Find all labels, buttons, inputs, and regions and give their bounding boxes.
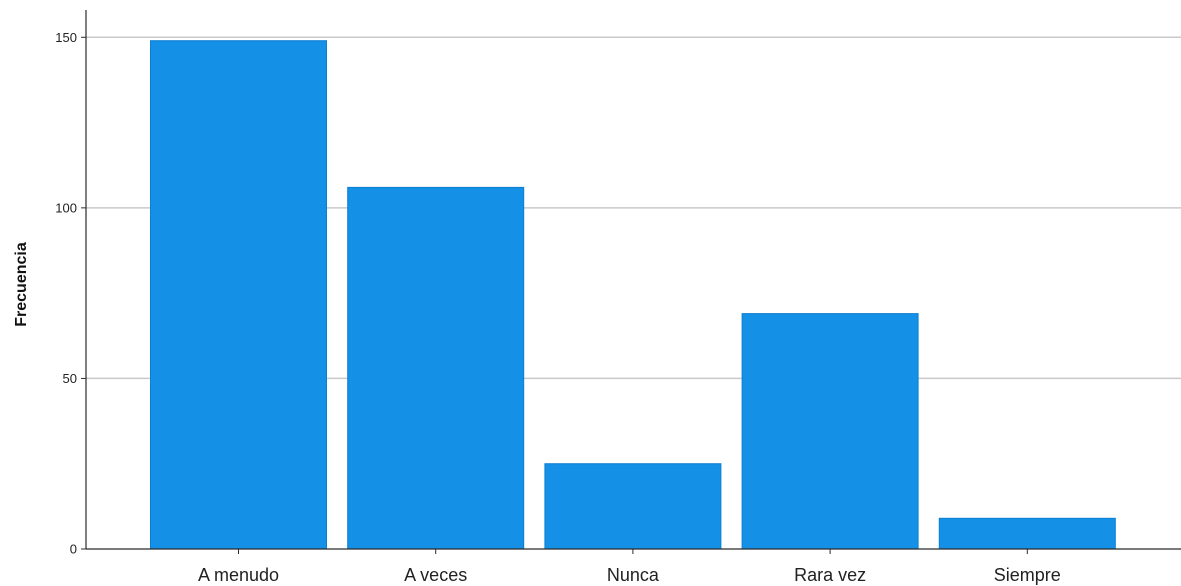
x-tick-label-a-menudo: A menudo — [198, 565, 279, 585]
bar-siempre — [938, 517, 1116, 550]
bar-nunca — [544, 463, 722, 550]
x-tick-label-siempre: Siempre — [994, 565, 1061, 585]
bars — [150, 40, 1116, 550]
y-tick-label-150: 150 — [55, 30, 77, 45]
axes — [85, 10, 1181, 550]
bar-a-veces — [347, 186, 525, 550]
y-tick-label-0: 0 — [70, 542, 77, 557]
x-tick-label-nunca: Nunca — [607, 565, 660, 585]
x-tick-label-a-veces: A veces — [404, 565, 467, 585]
y-axis-label: Frecuencia — [13, 242, 30, 327]
y-ticks: 0 50 100 150 — [55, 30, 86, 557]
x-tick-label-rara-vez: Rara vez — [794, 565, 866, 585]
bar-rara-vez — [741, 313, 919, 550]
y-tick-label-50: 50 — [63, 371, 77, 386]
x-ticks: A menudo A veces Nunca Rara vez Siempre — [198, 549, 1061, 585]
bar-a-menudo — [150, 40, 327, 550]
y-tick-label-100: 100 — [55, 200, 77, 215]
